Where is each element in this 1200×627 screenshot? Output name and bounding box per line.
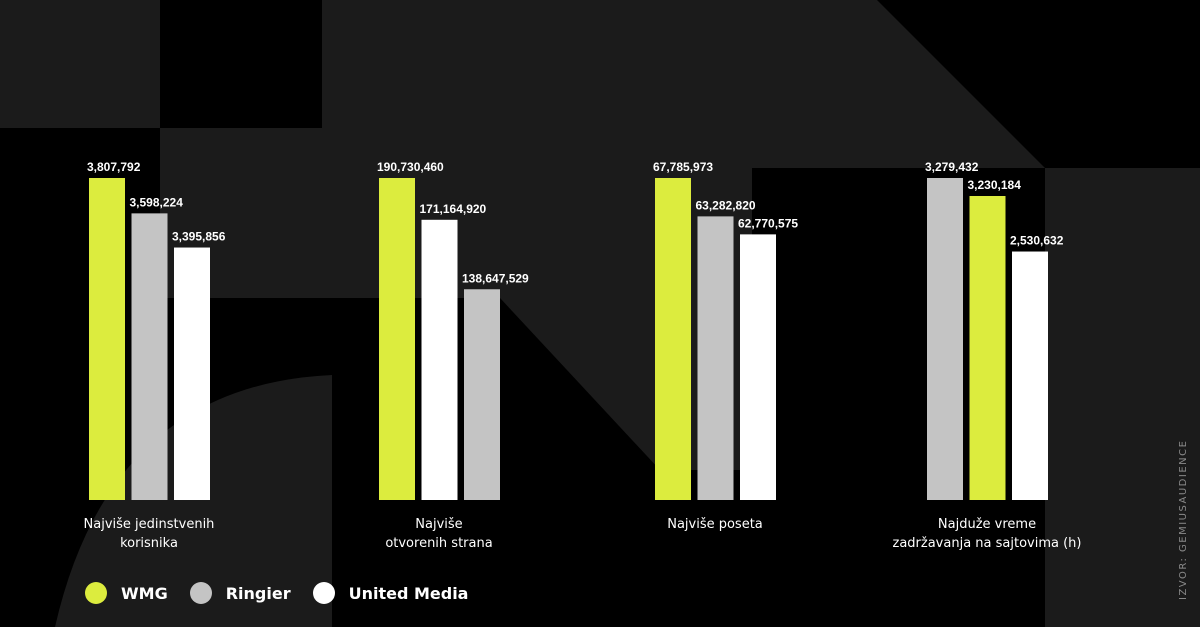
bar-united-media [1012, 251, 1048, 500]
data-label: 138,647,529 [462, 271, 529, 285]
legend-label: WMG [121, 583, 168, 603]
bg-shape [0, 0, 160, 128]
data-label: 171,164,920 [420, 202, 487, 216]
data-label: 3,395,856 [172, 230, 226, 244]
bar-wmg [655, 178, 691, 500]
legend: WMG Ringier United Media [85, 582, 490, 604]
bar-ringier [131, 213, 168, 500]
bar-ringier [927, 178, 963, 500]
legend-swatch [312, 582, 335, 604]
data-label: 67,785,973 [653, 160, 713, 174]
data-label: 190,730,460 [377, 160, 444, 174]
source-note: IZVOR: GEMIUSAUDIENCE [1178, 439, 1189, 600]
bg-shape [55, 375, 332, 627]
legend-swatch [85, 582, 107, 604]
legend-item-wmg: WMG [85, 582, 168, 604]
legend-label: Ringier [225, 583, 291, 603]
bar-united-media [421, 219, 458, 500]
bg-shape [1045, 168, 1200, 627]
bar-ringier [697, 216, 734, 500]
data-label: 3,598,224 [130, 195, 184, 209]
legend-label: United Media [348, 583, 469, 603]
data-label: 3,230,184 [968, 178, 1022, 192]
bar-wmg [379, 178, 415, 500]
category-label: Najviše otvorenih strana [385, 517, 493, 551]
bg-shape [752, 0, 1045, 168]
bar-united-media [174, 247, 210, 500]
bar-ringier [464, 289, 500, 500]
category-label: Najviše poseta [667, 517, 763, 532]
legend-item-ringier: Ringier [189, 582, 291, 604]
data-label: 3,279,432 [925, 160, 979, 174]
bar-wmg [969, 196, 1006, 500]
category-label: Najviše jedinstvenih korisnika [83, 517, 215, 551]
data-label: 62,770,575 [738, 216, 798, 230]
bar-united-media [740, 234, 776, 500]
data-label: 2,530,632 [1010, 234, 1064, 248]
category-label: Najduže vreme zadržavanja na sajtovima (… [892, 517, 1082, 551]
data-label: 3,807,792 [87, 160, 141, 174]
legend-swatch [189, 582, 212, 604]
legend-item-united-media: United Media [312, 582, 469, 604]
data-label: 63,282,820 [696, 198, 756, 212]
bar-wmg [89, 178, 125, 500]
